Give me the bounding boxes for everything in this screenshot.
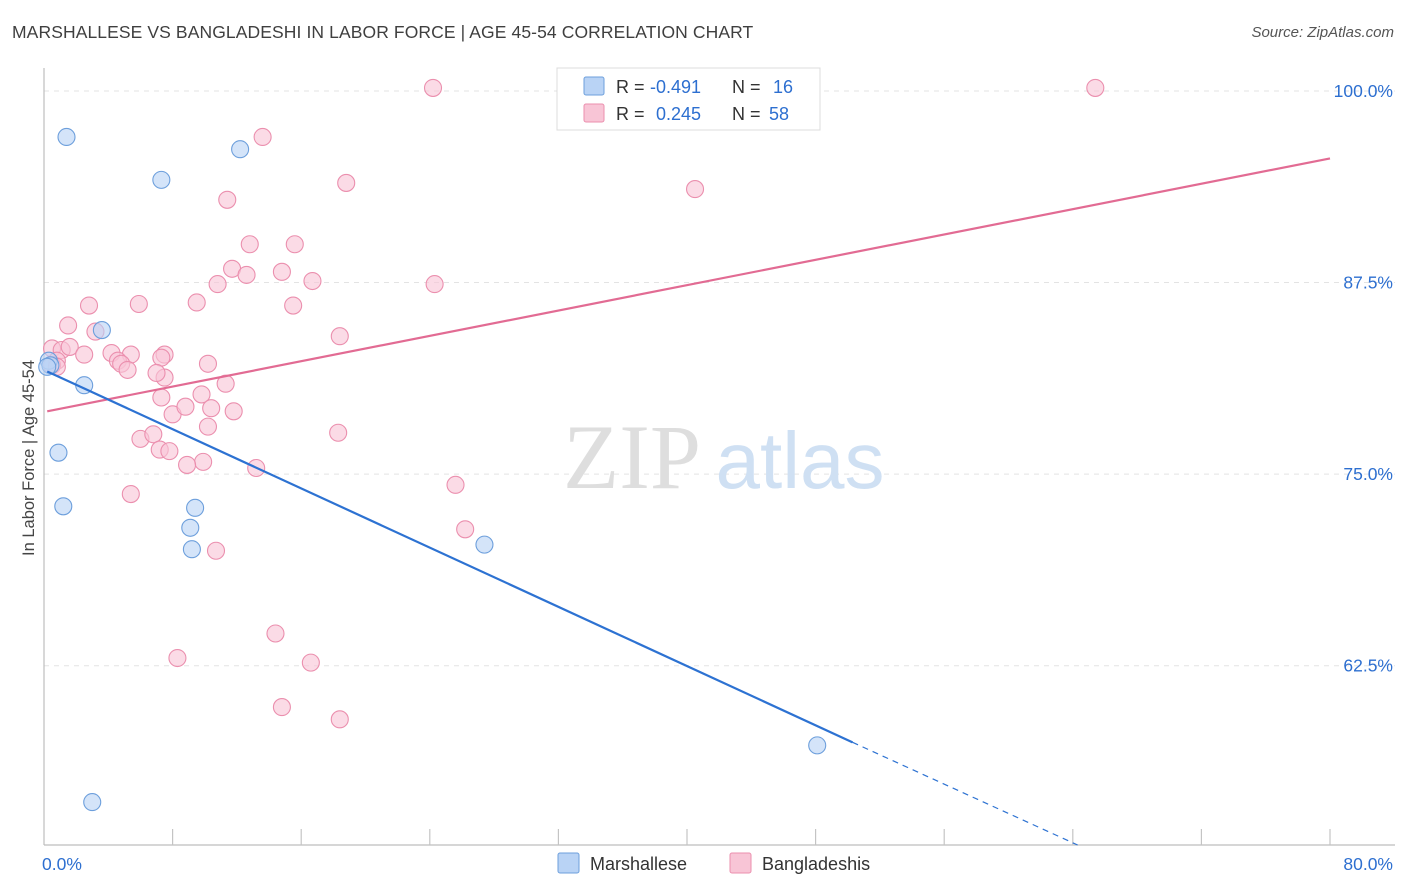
bangladeshi-point: [303, 271, 322, 291]
legend-r-label: R =: [616, 77, 645, 97]
series-legend-swatch-marshallese: [557, 852, 580, 874]
bangladeshi-point: [59, 316, 78, 335]
watermark: ZIP atlas: [563, 406, 884, 508]
marshallese-point: [49, 443, 68, 462]
x-tick-label: 0.0%: [42, 854, 82, 874]
bangladeshi-point: [198, 417, 218, 436]
series-legend-label-bangladeshi: Bangladeshis: [762, 854, 870, 874]
legend-n-label: N =: [732, 77, 761, 97]
bangladeshi-point: [237, 265, 256, 284]
bangladeshi-point: [152, 388, 171, 407]
marshallese-point: [186, 498, 205, 517]
chart-title: MARSHALLESE VS BANGLADESHI IN LABOR FORC…: [12, 22, 754, 42]
correlation-legend: R = -0.491 N = 16 R = 0.245 N = 58: [556, 67, 821, 131]
bangladeshi-point: [206, 541, 226, 560]
watermark-atlas: atlas: [716, 416, 885, 505]
bangladeshi-point: [194, 452, 213, 471]
marshallese-point: [54, 497, 73, 516]
series-legend-swatch-bangladeshi: [729, 852, 752, 874]
bangladeshi-point: [218, 190, 237, 209]
bangladeshi-point: [144, 425, 163, 444]
bangladeshi-point: [456, 520, 475, 539]
y-tick-label: 62.5%: [1343, 656, 1393, 676]
bangladeshi-point: [685, 180, 705, 199]
legend-r-value: 0.245: [656, 104, 701, 124]
marshallese-point: [475, 535, 494, 554]
legend-swatch-marshallese: [583, 76, 605, 96]
series-legend-label-marshallese: Marshallese: [590, 854, 687, 874]
bangladeshi-point: [198, 354, 218, 373]
series-legend: Marshallese Bangladeshis: [557, 852, 870, 874]
x-tick-label: 80.0%: [1343, 854, 1393, 874]
marshallese-point: [38, 357, 57, 376]
marshallese-point: [152, 170, 171, 189]
legend-swatch-bangladeshi: [583, 103, 605, 123]
bangladeshi-point: [79, 296, 99, 315]
y-tick-label: 87.5%: [1343, 273, 1393, 293]
marshallese-point: [808, 736, 827, 755]
watermark-zip: ZIP: [563, 406, 701, 508]
bangladeshi-point: [285, 235, 304, 254]
bangladeshi-point: [60, 337, 79, 356]
bangladeshi-point: [301, 653, 320, 672]
bangladeshi-point: [176, 397, 195, 416]
source-credit: Source: ZipAtlas.com: [1251, 24, 1394, 41]
bangladeshi-point: [168, 648, 187, 668]
bangladeshi-point: [129, 294, 148, 314]
bangladeshi-point: [152, 348, 171, 367]
bangladeshi-point: [266, 624, 285, 643]
bangladeshi-point: [329, 423, 348, 442]
legend-n-value: 58: [769, 104, 789, 124]
bangladeshi-point: [272, 262, 291, 281]
bangladeshi-point: [240, 235, 259, 254]
tick-labels: 100.0% 87.5% 75.0% 62.5% 0.0% 80.0%: [42, 81, 1393, 874]
bangladeshi-point: [330, 710, 349, 729]
bangladeshi-point: [272, 698, 291, 717]
legend-n-label: N =: [732, 104, 761, 124]
bangladeshi-point: [178, 455, 197, 474]
bangladeshi-point: [75, 345, 94, 364]
legend-r-label: R =: [616, 104, 645, 124]
marshallese-point: [231, 140, 250, 159]
marshallese-trend-line: [46, 370, 854, 744]
y-axis-label: In Labor Force | Age 45-54: [20, 360, 38, 556]
bangladeshi-point: [202, 399, 221, 418]
bangladeshi-point: [187, 293, 206, 312]
bangladeshi-point: [1086, 78, 1105, 97]
axes: [43, 68, 1395, 846]
marshallese-point: [182, 540, 201, 559]
bangladeshi-point: [224, 402, 243, 421]
bangladeshi-point: [330, 327, 349, 346]
marshallese-point: [57, 127, 76, 147]
marshallese-point: [181, 518, 200, 537]
bangladeshi-point: [423, 78, 443, 97]
bangladeshi-point: [160, 442, 179, 461]
points-layer: [38, 78, 1105, 812]
bangladeshi-point: [253, 127, 272, 147]
marshallese-point: [92, 321, 111, 340]
y-tick-label: 100.0%: [1334, 81, 1393, 101]
bangladeshi-point: [208, 275, 227, 294]
bangladeshi-point: [121, 484, 140, 504]
bangladeshi-point: [192, 385, 211, 404]
bangladeshi-point: [147, 363, 166, 383]
marshallese-point: [83, 793, 102, 812]
bangladeshi-point: [446, 475, 465, 494]
legend-n-value: 16: [773, 77, 793, 97]
bangladeshi-point: [337, 173, 356, 192]
bangladeshi-trend-line: [47, 157, 1331, 413]
bangladeshi-point: [284, 296, 303, 315]
y-tick-label: 75.0%: [1343, 464, 1393, 484]
legend-r-value: -0.491: [650, 77, 701, 97]
trend-lines: [46, 157, 1331, 846]
grid-layer: [44, 90, 1395, 667]
bangladeshi-point: [118, 360, 137, 379]
bangladeshi-point: [425, 275, 444, 294]
marshallese-trend-extension: [852, 741, 1078, 846]
